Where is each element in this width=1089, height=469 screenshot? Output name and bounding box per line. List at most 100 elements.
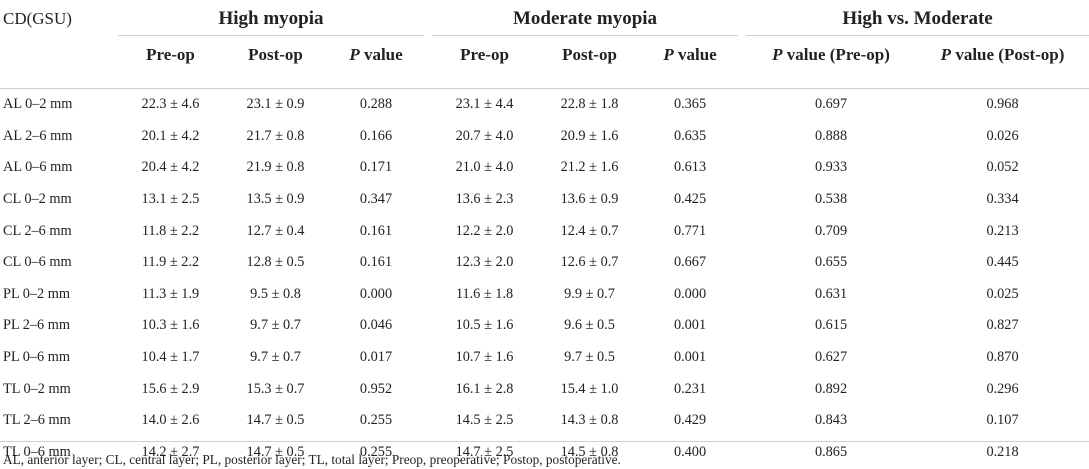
cell-moderate-p: 0.667 [673, 254, 707, 271]
spacer-cell [738, 184, 746, 216]
cell-high-post: 9.7 ± 0.7 [250, 317, 301, 334]
col-header-moderate-p: P value [663, 45, 717, 64]
cell-moderate-pre: 12.2 ± 2.0 [455, 222, 514, 239]
cell-moderate-post: 22.8 ± 1.8 [560, 96, 619, 113]
col-header-p-post: P value (Post-op) [940, 45, 1065, 64]
cell-high-pre: 13.1 ± 2.5 [141, 191, 200, 208]
cell-p-post: 0.827 [986, 317, 1019, 334]
group-header-comparison: High vs. Moderate [842, 7, 993, 29]
cell-p-pre: 0.865 [814, 443, 848, 460]
cell-moderate-pre: 12.3 ± 2.0 [455, 254, 514, 271]
cell-high-p: 0.166 [359, 127, 393, 144]
spacer-cell [738, 247, 746, 279]
spacer-cell [424, 184, 432, 216]
cell-row-label: AL 0–6 mm [3, 159, 73, 176]
cell-high-pre: 20.1 ± 4.2 [141, 127, 200, 144]
spacer-cell [424, 342, 432, 374]
cell-moderate-p: 0.425 [673, 191, 707, 208]
spacer-cell [424, 310, 432, 342]
cell-moderate-p: 0.365 [673, 96, 707, 113]
cell-p-post: 0.213 [986, 222, 1019, 239]
cell-p-post: 0.334 [986, 191, 1019, 208]
col-header-moderate-pre: Pre-op [460, 45, 509, 64]
table-row: AL 2–6 mm 20.1 ± 4.2 21.7 ± 0.8 0.166 20.7 ±… [0, 121, 1089, 153]
cell-high-p: 0.171 [359, 159, 393, 176]
cell-moderate-post: 13.6 ± 0.9 [560, 191, 619, 208]
cell-p-post: 0.445 [986, 254, 1019, 271]
spacer-cell [738, 342, 746, 374]
cell-p-post: 0.296 [986, 380, 1019, 397]
cell-high-pre: 10.4 ± 1.7 [141, 349, 200, 366]
table-row: TL 2–6 mm 14.0 ± 2.6 14.7 ± 0.5 0.255 14.5 ±… [0, 405, 1089, 437]
col-header-high-pre: Pre-op [146, 45, 195, 64]
spacer-cell [424, 405, 432, 437]
cell-moderate-p: 0.000 [673, 285, 707, 302]
cell-moderate-p: 0.231 [673, 380, 707, 397]
cell-moderate-p: 0.429 [673, 412, 707, 429]
cell-moderate-pre: 14.5 ± 2.5 [455, 412, 514, 429]
cell-p-post: 0.968 [986, 96, 1019, 113]
cell-moderate-pre: 21.0 ± 4.0 [455, 159, 514, 176]
table-row: AL 0–2 mm 22.3 ± 4.6 23.1 ± 0.9 0.288 23.1 ±… [0, 89, 1089, 121]
cell-row-label: TL 0–2 mm [3, 380, 71, 397]
spacer-cell [738, 152, 746, 184]
cell-high-p: 0.255 [359, 443, 393, 460]
cell-p-pre: 0.615 [814, 317, 848, 334]
group-header-high-myopia: High myopia [218, 7, 324, 29]
cell-high-post: 12.8 ± 0.5 [246, 254, 305, 271]
cell-moderate-post: 14.3 ± 0.8 [560, 412, 619, 429]
cell-moderate-pre: 13.6 ± 2.3 [455, 191, 514, 208]
spacer-cell [738, 215, 746, 247]
group-underline-moderate [432, 35, 739, 36]
cell-p-post: 0.107 [986, 412, 1019, 429]
cell-p-pre: 0.631 [814, 285, 848, 302]
spacer-cell [738, 89, 746, 121]
cell-high-post: 9.7 ± 0.7 [250, 349, 301, 366]
cell-p-pre: 0.655 [814, 254, 848, 271]
cell-high-pre: 20.4 ± 4.2 [141, 159, 200, 176]
cell-row-label: AL 2–6 mm [3, 127, 73, 144]
cell-moderate-p: 0.771 [673, 222, 707, 239]
cell-moderate-pre: 20.7 ± 4.0 [455, 127, 514, 144]
spacer-cell [738, 310, 746, 342]
cell-p-pre: 0.709 [814, 222, 848, 239]
table-row: TL 0–6 mm 14.2 ± 2.7 14.7 ± 0.5 0.255 14.7 ±… [0, 437, 1089, 469]
spacer-cell [738, 405, 746, 437]
cell-high-post: 14.7 ± 0.5 [246, 443, 305, 460]
cell-high-p: 0.000 [359, 285, 393, 302]
corner-header: CD(GSU) [3, 8, 72, 28]
cell-high-p: 0.161 [359, 222, 393, 239]
cell-high-post: 21.9 ± 0.8 [246, 159, 305, 176]
cell-p-pre: 0.888 [814, 127, 848, 144]
table-row: CL 2–6 mm 11.8 ± 2.2 12.7 ± 0.4 0.161 12.2 ±… [0, 215, 1089, 247]
cell-moderate-post: 21.2 ± 1.6 [560, 159, 619, 176]
cell-high-p: 0.017 [359, 349, 393, 366]
col-header-p-pre: P value (Pre-op) [772, 45, 890, 64]
cell-p-pre: 0.697 [814, 96, 848, 113]
cell-moderate-post: 12.4 ± 0.7 [560, 222, 619, 239]
cell-high-p: 0.347 [359, 191, 393, 208]
cell-high-pre: 15.6 ± 2.9 [141, 380, 200, 397]
cell-moderate-post: 9.7 ± 0.5 [564, 349, 615, 366]
cell-high-p: 0.952 [359, 380, 393, 397]
cell-p-post: 0.052 [986, 159, 1019, 176]
cell-high-pre: 14.2 ± 2.7 [141, 443, 200, 460]
cell-high-post: 12.7 ± 0.4 [246, 222, 305, 239]
cell-p-post: 0.026 [986, 127, 1019, 144]
cell-high-pre: 11.3 ± 1.9 [141, 285, 200, 302]
table-row: PL 2–6 mm 10.3 ± 1.6 9.7 ± 0.7 0.046 10.5 ± … [0, 310, 1089, 342]
cell-moderate-pre: 10.5 ± 1.6 [455, 317, 514, 334]
cell-p-pre: 0.892 [814, 380, 848, 397]
cell-moderate-pre: 23.1 ± 4.4 [455, 96, 514, 113]
cell-high-p: 0.046 [359, 317, 393, 334]
table-body: AL 0–2 mm 22.3 ± 4.6 23.1 ± 0.9 0.288 23.1 ±… [0, 89, 1089, 469]
cell-high-post: 21.7 ± 0.8 [246, 127, 305, 144]
cell-moderate-post: 12.6 ± 0.7 [560, 254, 619, 271]
cell-p-post: 0.025 [986, 285, 1019, 302]
cell-p-pre: 0.933 [814, 159, 848, 176]
cell-high-post: 13.5 ± 0.9 [246, 191, 305, 208]
col-header-high-p: P value [349, 45, 403, 64]
cell-p-post: 0.870 [986, 349, 1019, 366]
cell-high-post: 15.3 ± 0.7 [246, 380, 305, 397]
